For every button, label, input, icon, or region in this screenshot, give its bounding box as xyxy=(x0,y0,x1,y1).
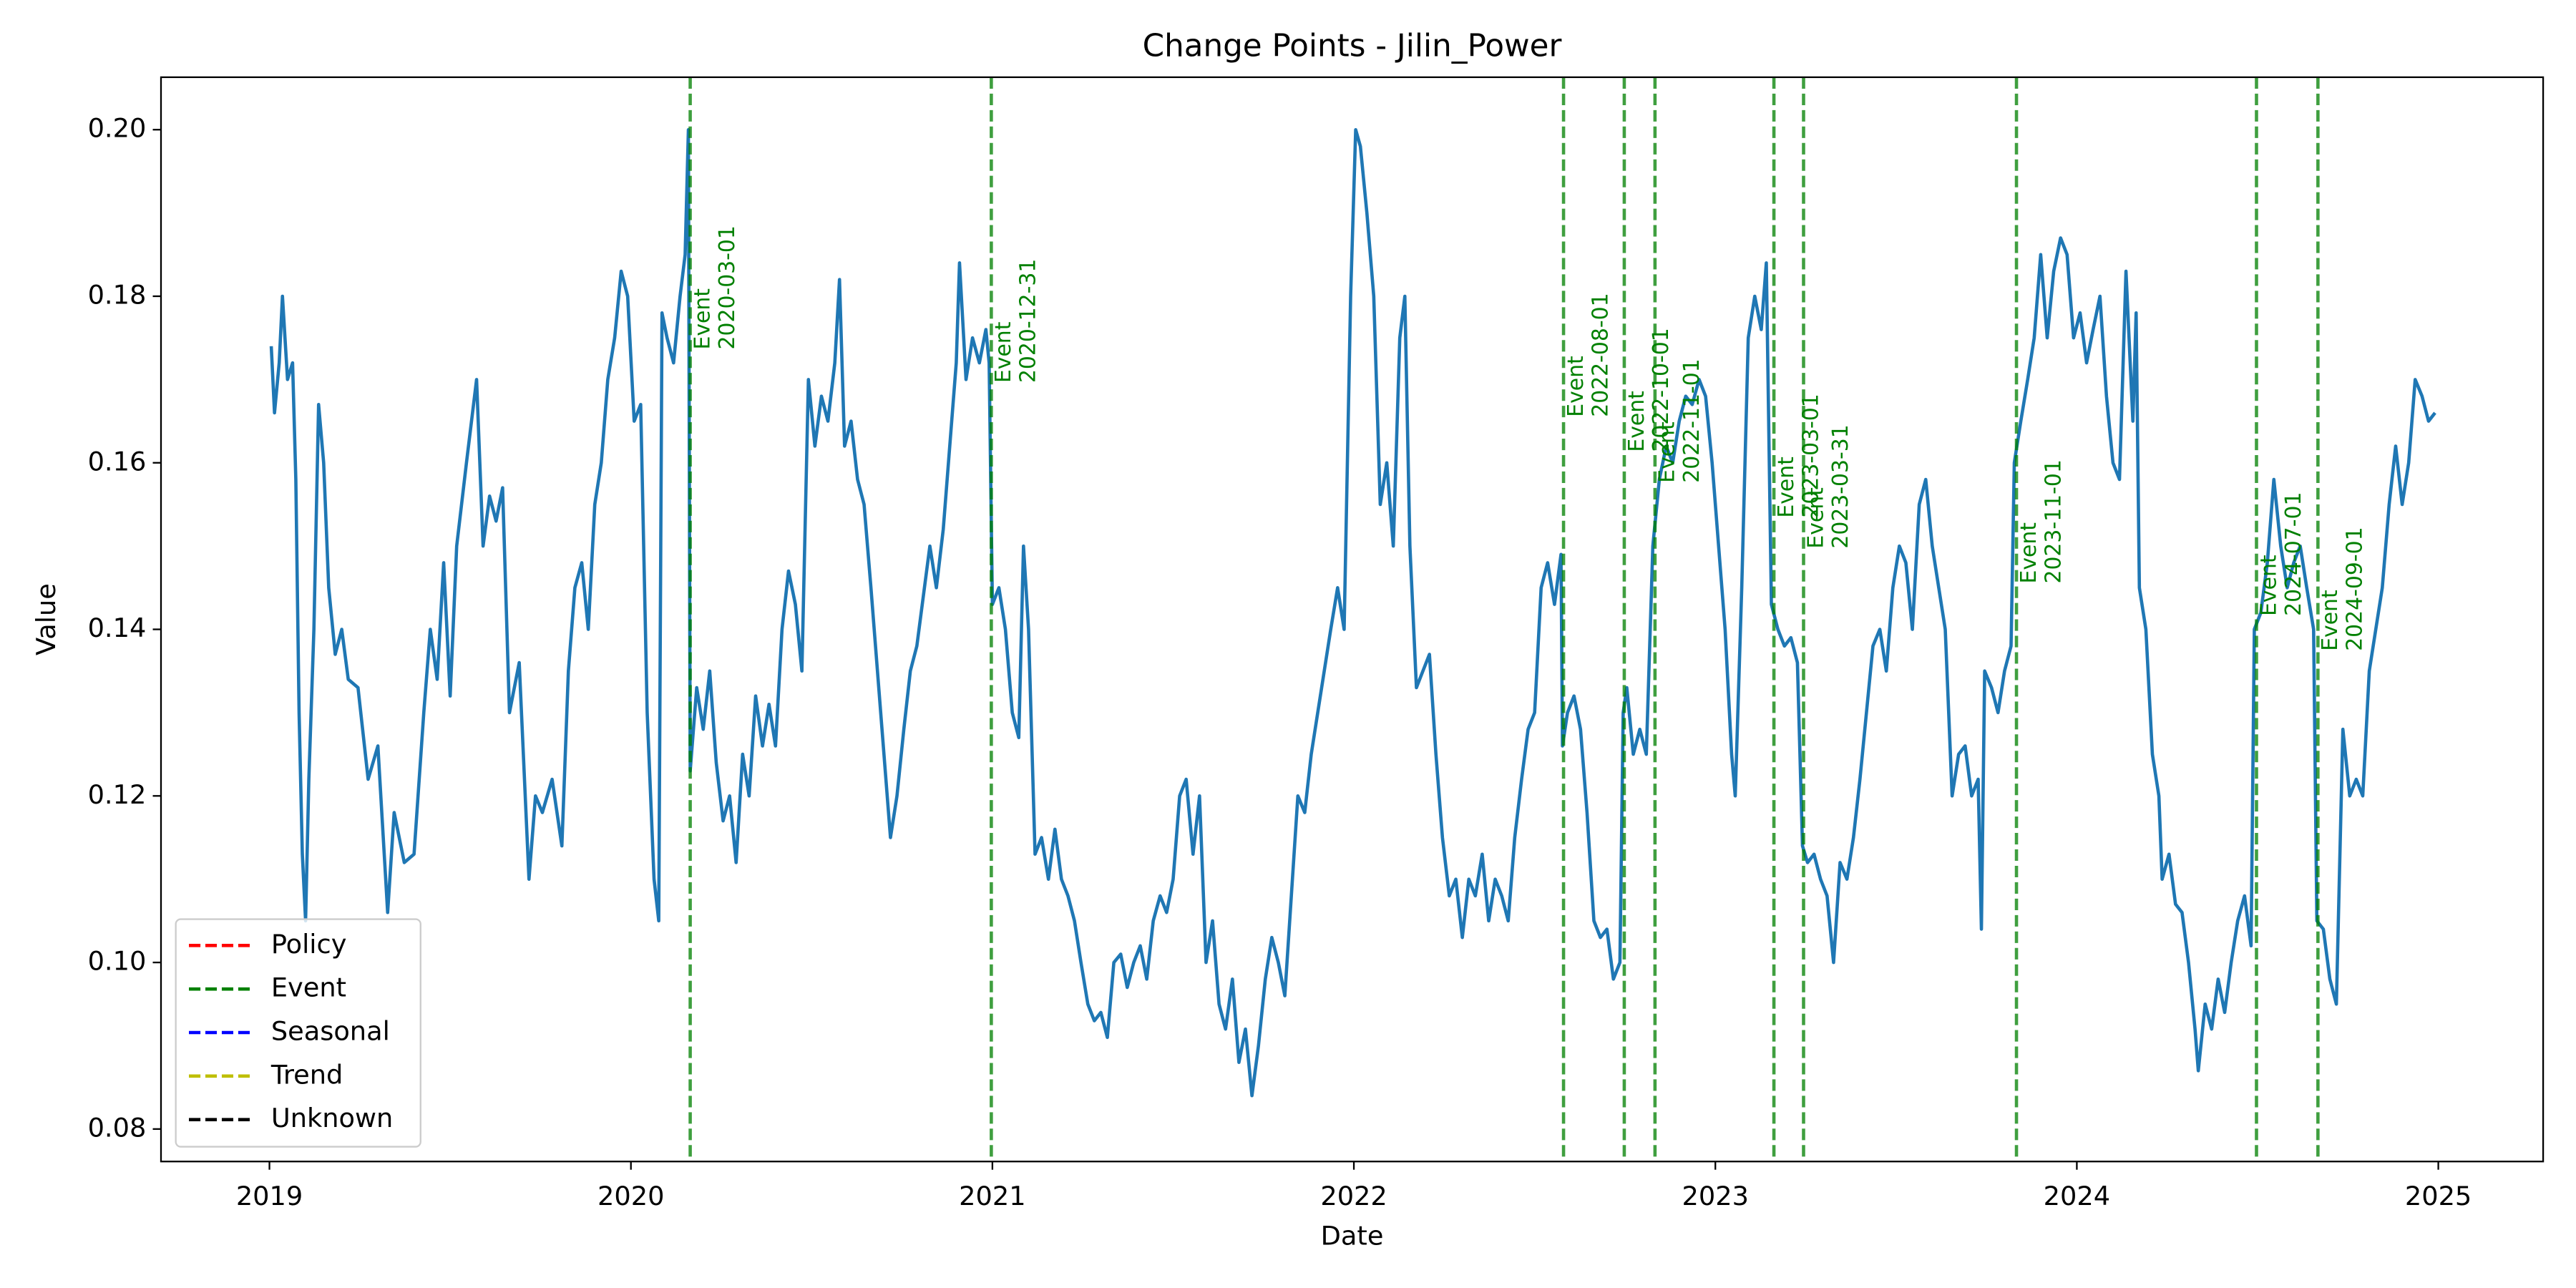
change-point-date: 2022-11-01 xyxy=(1679,358,1704,482)
change-point-type: Event xyxy=(991,322,1016,383)
x-tick-label: 2023 xyxy=(1682,1181,1749,1211)
legend-label: Policy xyxy=(271,929,347,960)
change-point-date: 2024-09-01 xyxy=(2343,527,2368,650)
data-line xyxy=(269,127,2436,1098)
y-tick-label: 0.18 xyxy=(88,279,147,310)
x-tick-label: 2019 xyxy=(236,1181,303,1211)
change-point-date: 2022-10-01 xyxy=(1649,328,1674,452)
change-point-type: Event xyxy=(1655,421,1680,482)
x-axis-label: Date xyxy=(1321,1220,1384,1251)
change-point-type: Event xyxy=(1774,457,1799,517)
x-tick-label: 2020 xyxy=(597,1181,664,1211)
legend-label: Seasonal xyxy=(271,1015,390,1046)
chart-title: Change Points - Jilin_Power xyxy=(1143,29,1562,64)
plot-frame xyxy=(160,76,2545,1163)
y-tick-label: 0.16 xyxy=(88,446,147,477)
change-point-type: Event xyxy=(1624,391,1649,452)
legend-label: Unknown xyxy=(271,1103,393,1133)
change-point-type: Event xyxy=(2016,522,2041,583)
legend-label: Event xyxy=(271,972,346,1003)
change-point-date: 2023-03-31 xyxy=(1828,424,1853,548)
y-tick-label: 0.12 xyxy=(88,779,147,810)
x-tick-label: 2025 xyxy=(2405,1181,2472,1211)
change-point-type: Event xyxy=(1803,487,1828,548)
x-tick-label: 2022 xyxy=(1320,1181,1387,1211)
y-tick-label: 0.10 xyxy=(88,946,147,977)
change-point-type: Event xyxy=(2256,555,2281,615)
y-tick-label: 0.20 xyxy=(88,113,147,144)
y-tick-label: 0.14 xyxy=(88,613,147,643)
change-point-date: 2020-03-01 xyxy=(715,225,740,349)
x-tick-label: 2021 xyxy=(959,1181,1025,1211)
y-axis-label: Value xyxy=(31,583,62,655)
legend-box xyxy=(175,918,421,1148)
change-point-type: Event xyxy=(2318,590,2343,650)
y-tick-label: 0.08 xyxy=(88,1112,147,1143)
change-point-type: Event xyxy=(1563,356,1589,416)
change-point-date: 2020-12-31 xyxy=(1016,259,1041,383)
change-point-date: 2024-07-01 xyxy=(2281,492,2306,616)
change-point-date: 2022-08-01 xyxy=(1588,293,1613,416)
change-point-type: Event xyxy=(690,288,715,349)
x-tick-label: 2024 xyxy=(2044,1181,2110,1211)
legend-label: Trend xyxy=(270,1059,343,1090)
change-point-date: 2023-11-01 xyxy=(2041,459,2066,583)
